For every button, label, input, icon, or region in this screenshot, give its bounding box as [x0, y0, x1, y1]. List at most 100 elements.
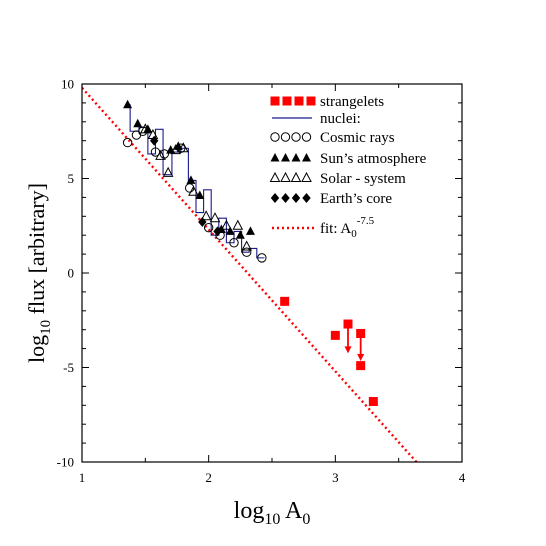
data-point: [200, 210, 212, 221]
data-point: [143, 124, 153, 133]
data-point: [241, 240, 252, 251]
legend-marker: [291, 153, 301, 162]
data-point: [209, 212, 221, 223]
series-sun-s-atmosphere: [123, 99, 255, 239]
y-axis-label-main: log: [24, 335, 49, 363]
legend-marker: [291, 193, 301, 203]
data-point: [173, 141, 183, 150]
x-tick-label: 2: [205, 470, 212, 485]
data-point: [343, 319, 353, 329]
legend-marker: [281, 153, 290, 162]
legend-marker: [302, 193, 311, 203]
legend-marker: [270, 193, 280, 203]
legend-marker: [294, 96, 304, 106]
plot-frame: [81, 83, 463, 463]
data-point: [232, 219, 244, 230]
legend-label: Earth’s core: [320, 191, 392, 207]
legend-marker: [270, 153, 280, 162]
data-point: [225, 226, 235, 235]
x-axis-label-rest-sub: 0: [302, 511, 310, 528]
y-tick-label: 10: [61, 77, 74, 92]
legend-marker: [306, 96, 316, 106]
x-axis-label: log10 A0: [234, 498, 311, 528]
data-point: [198, 216, 207, 227]
x-axis-label-rest: A: [280, 498, 303, 524]
x-tick-label: 3: [332, 470, 339, 485]
legend-label-sup: -7.5: [357, 215, 375, 227]
legend-marker: [301, 171, 312, 182]
legend-entry: Solar - system: [269, 171, 406, 187]
legend-label-text: Cosmic rays: [320, 130, 395, 146]
data-point: [257, 253, 267, 263]
data-point: [356, 328, 366, 338]
x-tick-label: 1: [79, 470, 86, 485]
legend-label-sub: 0: [351, 228, 357, 240]
legend-entry: fit: A0-7.5: [272, 215, 375, 240]
data-point: [241, 247, 252, 257]
data-point: [188, 185, 199, 196]
data-point: [330, 330, 340, 340]
legend-marker: [280, 171, 291, 182]
legend-entry: Sun’s atmosphere: [270, 151, 427, 167]
data-point: [280, 296, 290, 306]
y-tick-label: -10: [57, 455, 74, 470]
data-point: [245, 226, 255, 235]
y-tick-label: 0: [68, 266, 75, 281]
y-axis-label-rest: flux [arbitrary]: [24, 183, 49, 320]
legend-marker: [270, 96, 280, 106]
y-tick-label: 5: [68, 171, 75, 186]
legend-marker: [302, 153, 311, 162]
legend-marker: [270, 132, 280, 142]
series-strangelets: [280, 296, 378, 407]
data-point: [159, 149, 170, 159]
data-point: [162, 166, 174, 177]
legend-marker: [290, 171, 302, 182]
data-point: [123, 99, 133, 109]
x-axis-label-sub: 10: [264, 511, 280, 528]
upper-limit-arrow-head: [344, 346, 352, 354]
fit-line: [82, 86, 419, 462]
legend-entry: nuclei:: [272, 111, 361, 127]
data-point: [229, 238, 239, 248]
data-point: [131, 130, 142, 140]
legend-label: fit: A0-7.5: [320, 215, 375, 240]
legend-label-text: Sun’s atmosphere: [320, 151, 427, 167]
data-point: [155, 149, 166, 160]
data-point: [356, 361, 366, 371]
nuclei-step-line: [125, 104, 265, 259]
axes: 1 2 3 4 -10 -5 0 5 10: [57, 77, 466, 486]
data-point: [150, 135, 159, 146]
data-point: [235, 230, 245, 239]
data-point: [213, 226, 222, 237]
data-point: [186, 175, 196, 184]
legend-label: nuclei:: [320, 111, 361, 127]
upper-limit-arrow-head: [357, 353, 365, 361]
legend-label-text: nuclei:: [320, 111, 361, 127]
x-tick-label: 4: [459, 470, 466, 485]
legend-marker: [269, 171, 281, 182]
data-point: [203, 222, 214, 233]
x-axis-label-main: log: [234, 498, 265, 524]
data-point: [166, 145, 176, 154]
legend-marker: [301, 132, 312, 142]
y-axis-label-sub: 10: [38, 320, 54, 335]
legend-marker: [282, 96, 292, 106]
y-axis-label: log10 flux [arbitrary]: [24, 183, 54, 363]
plot-area: [82, 86, 419, 462]
series-earth-s-core: [150, 135, 222, 237]
data-point: [122, 137, 133, 148]
data-point: [221, 219, 232, 230]
data-point: [195, 190, 205, 200]
series-cosmic-rays: [122, 126, 267, 263]
legend-entry: Earth’s core: [270, 191, 392, 207]
legend-marker: [291, 132, 301, 142]
legend-label-text: Earth’s core: [320, 191, 392, 207]
y-tick-label: -5: [63, 360, 74, 375]
legend-label-text: Solar - system: [320, 171, 406, 187]
legend-entry: Cosmic rays: [270, 130, 395, 146]
legend-label-text: fit: A: [320, 221, 351, 237]
legend-marker: [280, 132, 291, 142]
legend-entry: strangelets: [270, 94, 384, 110]
